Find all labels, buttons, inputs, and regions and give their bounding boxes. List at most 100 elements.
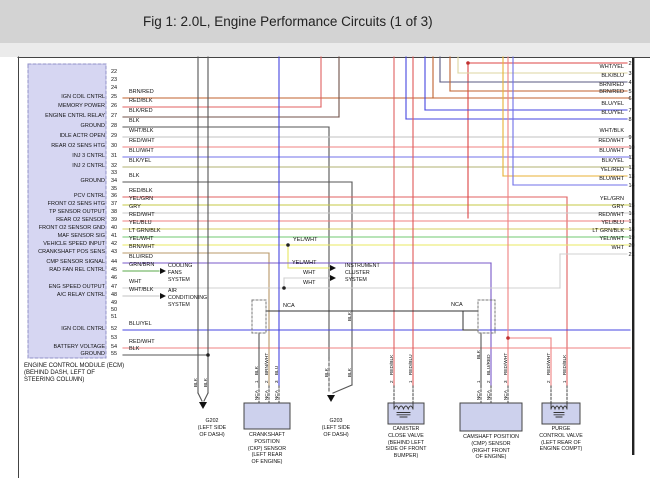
right-wire-label: YEL/BLU: [601, 220, 624, 227]
ckp-sensor-box: [243, 402, 291, 430]
component-label: CAMSHAFT POSITION: [463, 434, 519, 440]
right-wire-label: YEL/RED: [600, 167, 624, 174]
right-pin-number: 11: [628, 154, 635, 161]
right-connector-bar: [632, 58, 635, 455]
cmp-sensor-box: [459, 402, 523, 432]
ecm-pin-number: 43: [111, 249, 118, 255]
ecm-pin-number: 38: [111, 209, 118, 215]
wire-tag: BRN/WHT: [264, 352, 270, 376]
inline-connector-cmp: [477, 299, 496, 334]
ecm-pin-label: REAR O2 SENS HTG: [51, 142, 105, 149]
wire-tag: BLK: [347, 312, 353, 322]
component-label: CANISTER: [392, 426, 420, 432]
ecm-pin-label: GROUND: [80, 350, 105, 357]
ecm-pin-label: FRONT O2 SENS HTG: [47, 200, 105, 207]
ecm-pin-number: 22: [111, 69, 118, 75]
right-wire-label: BRN/RED: [599, 82, 624, 89]
junction-dot: [466, 61, 470, 65]
wire-tag: BLK: [476, 350, 482, 360]
right-wire-label: WHT: [611, 245, 624, 252]
wire-color-label: BLK: [129, 346, 140, 353]
system-label: CLUSTER: [345, 270, 370, 277]
wire-tag: RED/WHT: [503, 352, 509, 376]
wire-color-label: YEL/BLU: [129, 220, 152, 227]
ecm-pin-number: 32: [111, 163, 118, 169]
right-pin-number: 18: [628, 226, 635, 233]
diagram-canvas[interactable]: 22 23 24 25 IGN COIL CNTRL BRN/RED 26 MEMORY PO…: [0, 56, 650, 478]
right-wire-label: BLK/YEL: [601, 158, 624, 165]
right-pin-number: 3: [628, 70, 632, 77]
component-label: (RIGHT FRONT: [472, 447, 510, 454]
ecm-pin-number: 28: [111, 123, 118, 129]
junction-dot: [286, 243, 290, 247]
ecm-pin-number: 29: [111, 133, 118, 139]
component-label: CONTROL VALVE: [539, 432, 583, 439]
component-label: (LEFT SIDE: [321, 424, 351, 431]
wire-color-label: LT GRN/BLK: [129, 228, 161, 235]
wire-tag: BLK: [347, 368, 353, 378]
right-pin-number: 4: [628, 79, 632, 86]
ecm-pin-number: 48: [111, 292, 118, 298]
ecm-pin-label: ENGINE CNTRL RELAY: [45, 112, 105, 119]
component-label: (CMP) SENSOR: [471, 440, 511, 447]
ecm-pin-label: IGN COIL CNTRL: [61, 325, 105, 332]
ecm-pin-number: 44: [111, 259, 118, 265]
ecm-pin-label: IGN COIL CNTRL: [61, 93, 105, 100]
wire-color-label: BLU/YEL: [129, 321, 152, 328]
component-label: OF ENGINE): [475, 454, 507, 461]
wire-tag: BLK: [203, 378, 209, 388]
wire-tag: 3: [503, 380, 509, 384]
ecm-pin-label: ENG SPEED OUTPUT: [48, 283, 105, 290]
junction-dot: [506, 336, 510, 340]
wire-tag: 2: [389, 380, 395, 384]
ecm-caption: ENGINE CONTROL MODULE (ECM): [24, 363, 125, 369]
wire-tag: BLU/RED: [486, 354, 492, 376]
inline-wire-label: WHT: [303, 280, 316, 286]
ecm-pin-label: CMP SENSOR SIGNAL: [46, 258, 105, 265]
wire-tag: NCA: [254, 390, 260, 401]
component-label: (LEFT SIDE: [197, 424, 227, 431]
system-label: SYSTEM: [345, 277, 367, 284]
ecm-pin-number: 37: [111, 201, 118, 207]
component-label: (LEFT REAR: [251, 452, 283, 459]
wire-tag: 1: [408, 380, 414, 384]
wire-tag: RED/BLK: [389, 354, 395, 376]
ecm-pin-number: 50: [111, 307, 118, 313]
wire-color-label: BLK/YEL: [129, 158, 152, 165]
ecm-pin-label: TP SENSOR OUTPUT: [49, 208, 105, 215]
wire-tag: RED/BLU: [408, 354, 414, 376]
right-wire-label: BLU/WHT: [599, 176, 624, 183]
right-pin-number: 20: [628, 242, 635, 249]
ecm-pin-label: MAF SENSOR SIG: [57, 232, 105, 239]
ecm-caption: STEERING COLUMN): [24, 377, 85, 384]
right-pin-number: 16: [628, 210, 635, 217]
component-label: (BEHIND LEFT: [387, 439, 425, 446]
wire-color-label: YEL/GRN: [129, 196, 154, 203]
component-label: CLOSE VALVE: [388, 432, 424, 439]
right-wire-label: RED/WHT: [598, 212, 624, 219]
ecm-pin-number: 46: [111, 275, 118, 281]
right-wire-label: WHT/BLK: [599, 128, 624, 135]
arrow-cooling-icon: [160, 268, 166, 274]
ecm-pin-label: A/C RELAY CNTRL: [56, 291, 105, 298]
wire-color-label: RED/WHT: [129, 138, 155, 145]
system-label: FANS: [168, 270, 182, 277]
ecm-pin-label: GROUND: [80, 177, 105, 184]
wire-tag: NCA: [486, 390, 492, 401]
arrow-instrument-icon: [330, 275, 336, 281]
right-pin-number: 7: [628, 107, 632, 114]
ecm-pin-number: 23: [111, 77, 118, 83]
wire-color-label: RED/WHT: [129, 339, 155, 346]
ecm-pin-number: 47: [111, 284, 118, 290]
right-pin-number: 10: [628, 144, 635, 151]
title-bar: [0, 0, 650, 43]
system-label: COOLING: [168, 263, 193, 269]
system-label: SYSTEM: [168, 302, 190, 309]
right-pin-number: 8: [628, 116, 632, 123]
ecm-pin-label: INJ 3 CNTRL: [72, 152, 105, 159]
ecm-box: [27, 63, 107, 359]
ecm-pin-label: REAR O2 SENSOR: [56, 216, 105, 223]
wire-color-label: YEL/WHT: [129, 236, 154, 243]
